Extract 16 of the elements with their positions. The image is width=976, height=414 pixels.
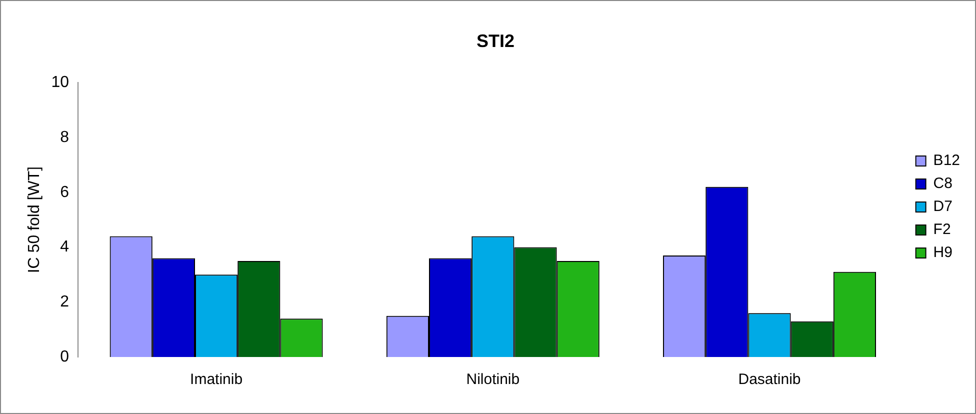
y-tick-label: 10 (51, 74, 70, 92)
y-tick-label: 0 (60, 348, 70, 366)
y-tick-label: 2 (60, 294, 70, 311)
y-tick-label: 8 (60, 128, 70, 146)
chart-title: STI2 (476, 30, 515, 51)
x-tick-label: Imatinib (190, 371, 243, 388)
legend-label: F2 (933, 221, 951, 238)
y-axis-title: IC 50 fold [WT] (26, 166, 44, 274)
x-tick-label: Nilotinib (466, 371, 520, 388)
legend-label: B12 (933, 152, 960, 170)
y-tick-label: 6 (60, 184, 70, 201)
legend-label: D7 (933, 198, 952, 216)
x-tick-label: Dasatinib (738, 371, 801, 388)
y-tick-label: 4 (60, 238, 70, 256)
legend-label: H9 (933, 244, 952, 262)
legend-label: C8 (933, 175, 952, 192)
